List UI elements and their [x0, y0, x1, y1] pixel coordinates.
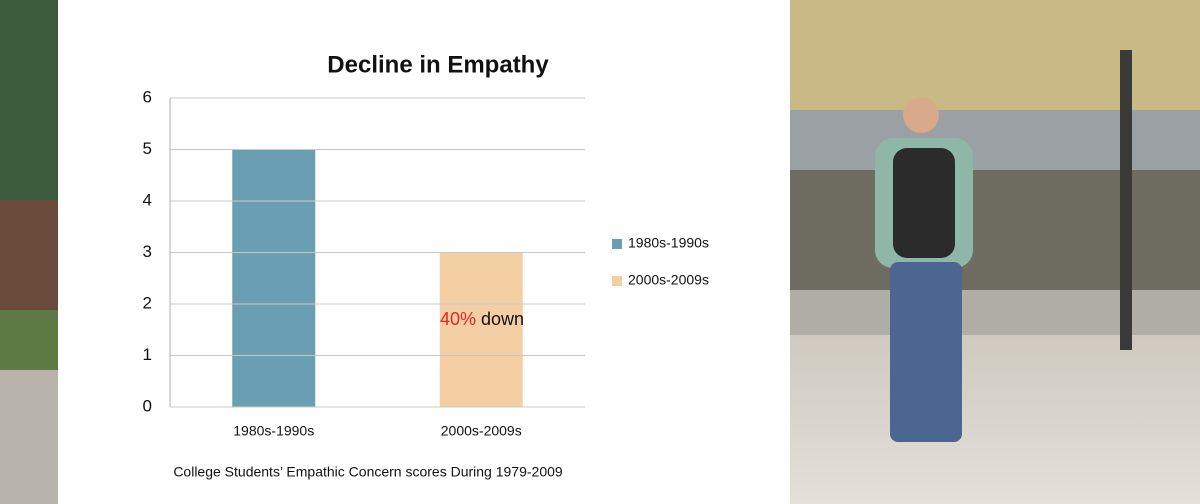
person-head — [903, 97, 939, 133]
bar — [232, 149, 316, 407]
legend-label: 1980s-1990s — [628, 235, 709, 251]
x-tick-label: 1980s-1990s — [233, 423, 314, 439]
x-tick-label: 2000s-2009s — [441, 423, 522, 439]
photo-trees — [790, 0, 1200, 110]
y-tick-label: 5 — [143, 139, 152, 158]
chart-title: Decline in Empathy — [327, 51, 549, 78]
legend-swatch — [612, 276, 622, 286]
y-tick-label: 4 — [143, 190, 152, 209]
person-backpack — [893, 148, 955, 258]
photo-left-wall — [0, 200, 58, 310]
bar — [439, 252, 523, 407]
y-tick-label: 1 — [143, 345, 152, 364]
annotation-text: down — [481, 309, 524, 329]
photo-windows — [790, 170, 1200, 290]
y-tick-label: 3 — [143, 242, 152, 261]
y-tick-label: 6 — [143, 87, 152, 106]
y-tick-label: 2 — [143, 293, 152, 312]
annotation-highlight: 40% — [440, 309, 476, 329]
photo-building-band — [790, 110, 1200, 170]
legend-label: 2000s-2009s — [628, 272, 709, 288]
photo-wall — [790, 290, 1200, 335]
person-jeans — [890, 262, 962, 442]
photo-ground — [790, 335, 1200, 504]
photo-pole — [1120, 50, 1132, 350]
photo-right — [790, 0, 1200, 504]
y-tick-label: 0 — [143, 396, 152, 415]
photo-left-ground — [0, 370, 58, 504]
legend-swatch — [612, 239, 622, 249]
annotation: 40% down — [440, 309, 524, 329]
chart-caption: College Students’ Empathic Concern score… — [173, 464, 563, 480]
photo-left-grass — [0, 310, 58, 370]
